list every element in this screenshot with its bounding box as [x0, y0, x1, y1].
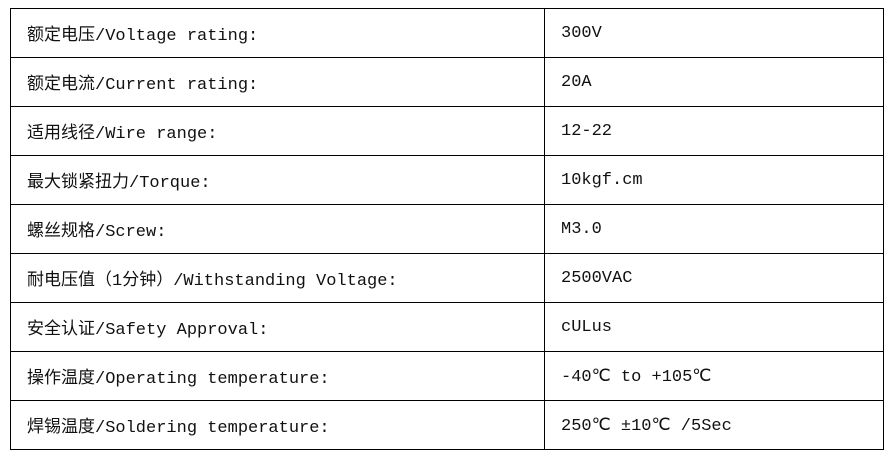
spec-table-body: 额定电压/Voltage rating: 300V 额定电流/Current rat…	[10, 8, 884, 450]
table-row: 操作温度/Operating temperature: -40℃ to +105℃	[10, 351, 884, 401]
table-row: 螺丝规格/Screw: M3.0	[10, 204, 884, 254]
table-row: 安全认证/Safety Approval: cULus	[10, 302, 884, 352]
spec-label: 最大锁紧扭力/Torque:	[10, 155, 545, 205]
table-row: 适用线径/Wire range: 12-22	[10, 106, 884, 156]
spec-label: 适用线径/Wire range:	[10, 106, 545, 156]
spec-value: 300V	[544, 8, 884, 58]
spec-value: M3.0	[544, 204, 884, 254]
spec-value: -40℃ to +105℃	[544, 351, 884, 401]
spec-value: 2500VAC	[544, 253, 884, 303]
spec-value: 20A	[544, 57, 884, 107]
spec-label: 耐电压值（1分钟）/Withstanding Voltage:	[10, 253, 545, 303]
spec-label: 安全认证/Safety Approval:	[10, 302, 545, 352]
spec-table: 额定电压/Voltage rating: 300V 额定电流/Current rat…	[10, 8, 884, 450]
spec-label: 额定电压/Voltage rating:	[10, 8, 545, 58]
spec-label: 额定电流/Current rating:	[10, 57, 545, 107]
spec-value: 12-22	[544, 106, 884, 156]
spec-label: 操作温度/Operating temperature:	[10, 351, 545, 401]
spec-value: 10kgf.cm	[544, 155, 884, 205]
table-row: 额定电流/Current rating: 20A	[10, 57, 884, 107]
spec-label: 螺丝规格/Screw:	[10, 204, 545, 254]
spec-value: cULus	[544, 302, 884, 352]
table-row: 最大锁紧扭力/Torque: 10kgf.cm	[10, 155, 884, 205]
table-row: 耐电压值（1分钟）/Withstanding Voltage: 2500VAC	[10, 253, 884, 303]
table-row: 焊锡温度/Soldering temperature: 250℃ ±10℃ /5S…	[10, 400, 884, 450]
spec-label: 焊锡温度/Soldering temperature:	[10, 400, 545, 450]
table-row: 额定电压/Voltage rating: 300V	[10, 8, 884, 58]
spec-value: 250℃ ±10℃ /5Sec	[544, 400, 884, 450]
